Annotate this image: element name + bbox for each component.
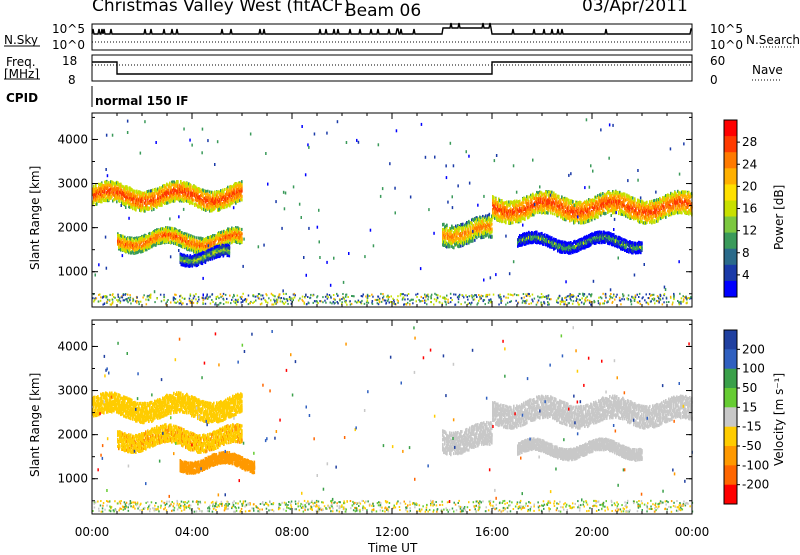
power-cell bbox=[149, 232, 151, 235]
power-cell bbox=[468, 228, 470, 231]
power-cell bbox=[476, 236, 478, 239]
power-cell bbox=[104, 190, 106, 193]
power-cell bbox=[470, 229, 472, 232]
power-cell bbox=[207, 190, 209, 193]
power-cell bbox=[180, 180, 182, 183]
power-cell bbox=[127, 238, 129, 241]
power-cell bbox=[523, 201, 525, 204]
power-cell bbox=[142, 201, 144, 204]
power-cell bbox=[211, 241, 213, 244]
power-cell bbox=[491, 230, 493, 233]
power-cell bbox=[446, 224, 448, 227]
power-cell bbox=[224, 206, 226, 209]
power-cell bbox=[480, 216, 482, 219]
power-cell bbox=[229, 247, 231, 250]
power-cell bbox=[241, 195, 243, 198]
power-cell bbox=[463, 227, 465, 230]
power-cell bbox=[132, 207, 134, 210]
power-cell bbox=[101, 200, 103, 203]
noise-panel-frame bbox=[92, 24, 692, 50]
power-cell bbox=[462, 232, 464, 235]
power-cell bbox=[152, 189, 154, 192]
housekeeping-panels bbox=[4, 23, 796, 107]
power-cell bbox=[460, 237, 462, 240]
power-cell bbox=[445, 236, 447, 239]
power-cell bbox=[169, 182, 171, 185]
power-cell bbox=[177, 180, 179, 183]
power-cell bbox=[145, 199, 147, 202]
power-cell bbox=[229, 251, 231, 254]
power-cell bbox=[240, 192, 242, 195]
power-cell bbox=[241, 199, 243, 202]
power-cell bbox=[151, 207, 153, 210]
power-cell bbox=[512, 221, 514, 224]
power-cell bbox=[122, 197, 124, 200]
power-cell bbox=[116, 200, 118, 203]
power-cell bbox=[204, 204, 206, 207]
power-cell bbox=[134, 190, 136, 193]
power-cell bbox=[483, 219, 485, 222]
power-cell bbox=[507, 213, 509, 216]
power-cell bbox=[201, 207, 203, 210]
power-cell bbox=[470, 226, 472, 229]
power-cell bbox=[229, 242, 231, 245]
power-cell bbox=[479, 233, 481, 236]
power-cell bbox=[508, 201, 510, 204]
power-cell bbox=[241, 232, 243, 235]
power-cell bbox=[453, 246, 455, 249]
power-cell bbox=[241, 237, 243, 240]
power-cell bbox=[93, 185, 95, 188]
power-cell bbox=[227, 186, 229, 189]
power-cell bbox=[443, 223, 445, 226]
power-cell bbox=[241, 185, 243, 188]
power-cell bbox=[459, 227, 461, 230]
power-cell bbox=[524, 218, 526, 221]
power-cell bbox=[111, 195, 113, 198]
power-cell bbox=[190, 188, 192, 191]
power-cell bbox=[196, 236, 198, 239]
power-cell bbox=[192, 202, 194, 205]
power-cell bbox=[135, 207, 137, 210]
power-cell bbox=[451, 230, 453, 233]
power-cell bbox=[241, 241, 243, 244]
power-cell bbox=[148, 190, 150, 193]
power-cell bbox=[127, 187, 129, 190]
power-cell bbox=[241, 190, 243, 193]
power-cell bbox=[474, 239, 476, 242]
power-cell bbox=[467, 225, 469, 228]
power-cell bbox=[154, 195, 156, 198]
power-cell bbox=[472, 239, 474, 242]
power-cell bbox=[239, 228, 241, 231]
power-cell bbox=[96, 203, 98, 206]
freq-panel-frame bbox=[92, 55, 692, 81]
freq-line bbox=[92, 62, 692, 74]
power-cell bbox=[241, 180, 243, 183]
power-cell bbox=[153, 208, 155, 211]
nsky-line bbox=[92, 23, 692, 34]
power-cell bbox=[181, 231, 183, 234]
power-cell bbox=[462, 223, 464, 226]
power-cell bbox=[485, 214, 487, 217]
power-cell bbox=[491, 223, 493, 226]
power-cell bbox=[460, 245, 462, 248]
power-cell bbox=[168, 189, 170, 192]
power-cell bbox=[224, 188, 226, 191]
power-cell bbox=[193, 199, 195, 202]
power-cell bbox=[491, 219, 493, 222]
power-cell bbox=[493, 197, 495, 200]
power-cell bbox=[487, 233, 489, 236]
power-cell bbox=[241, 228, 243, 231]
power-cell bbox=[528, 200, 530, 203]
power-cell bbox=[505, 220, 507, 223]
power-cell bbox=[527, 196, 529, 199]
power-cell bbox=[504, 213, 506, 216]
power-cell bbox=[491, 227, 493, 230]
power-cell bbox=[528, 204, 530, 207]
power-cell bbox=[180, 195, 182, 198]
power-cell bbox=[194, 239, 196, 242]
power-cell bbox=[491, 236, 493, 239]
